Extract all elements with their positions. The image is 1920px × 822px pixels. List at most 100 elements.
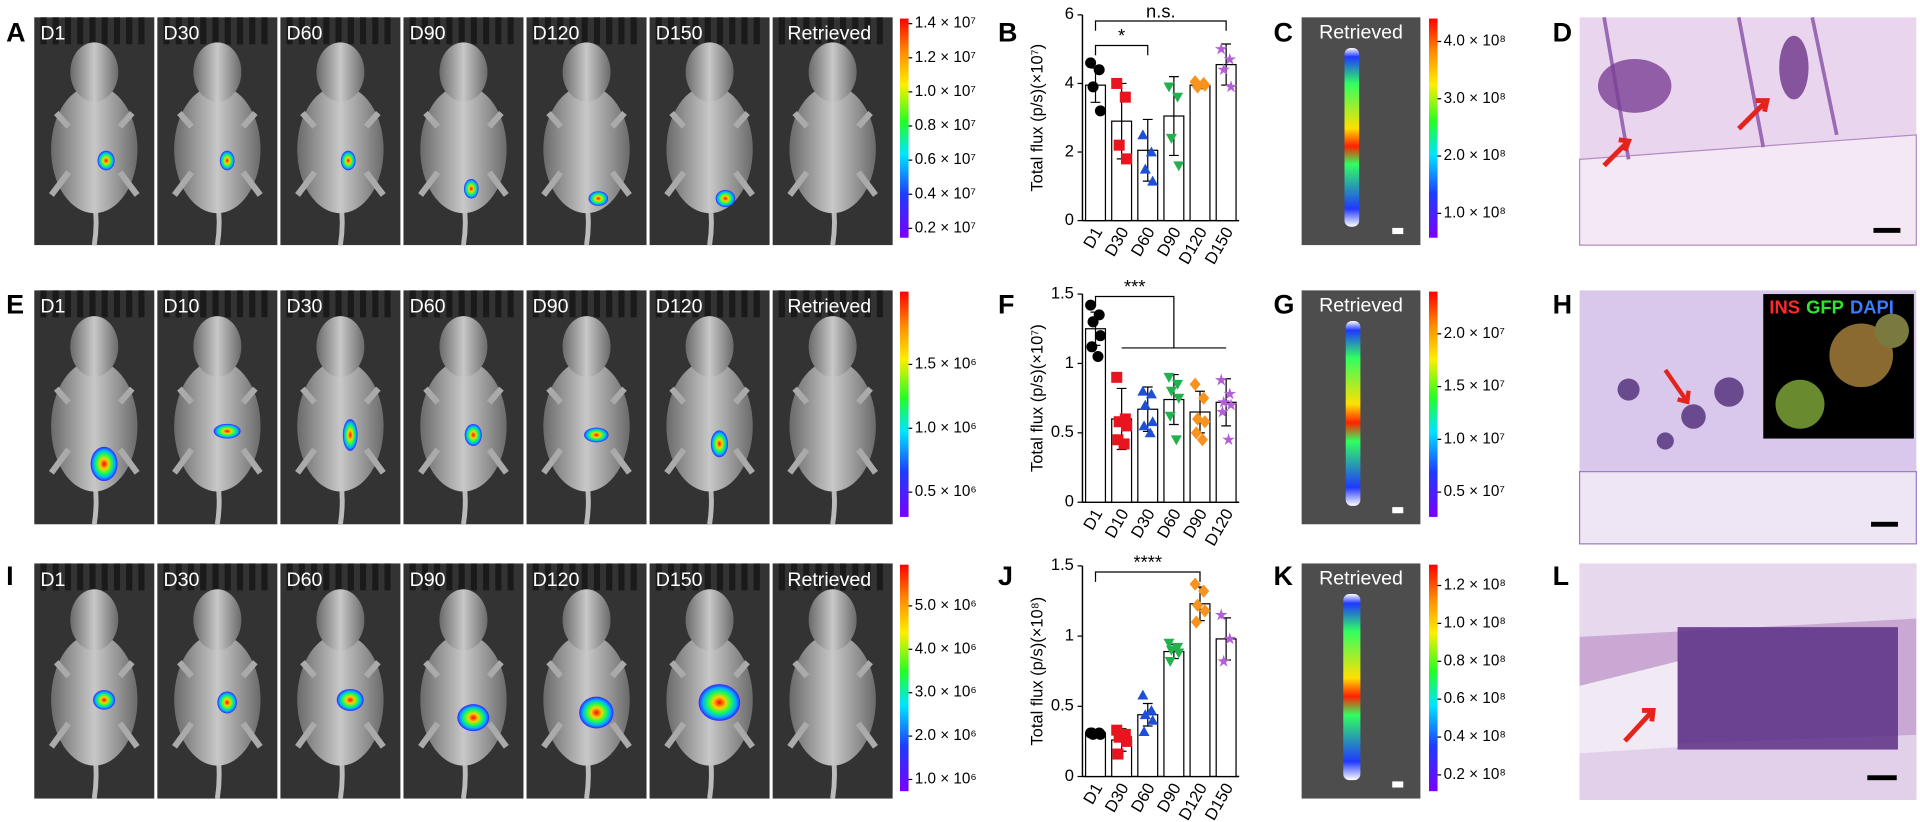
time-label: D30 [163, 569, 199, 591]
data-point [1144, 427, 1156, 438]
cage-bar [864, 290, 871, 318]
cage-bar [741, 563, 748, 591]
mouse-body [297, 360, 384, 492]
significance-bracket [1094, 20, 1227, 31]
luminescence-signal [219, 150, 235, 171]
cage-bar [815, 563, 822, 591]
colorbar-tick-label: 2.0 × 10⁶ [915, 727, 977, 744]
cage-bar [606, 17, 613, 45]
time-label: D1 [40, 569, 65, 591]
cage-bar [138, 17, 145, 45]
cage-bar [323, 563, 330, 591]
cage-bar [236, 17, 244, 45]
mouse-image: D30 [157, 17, 278, 246]
data-point [1223, 387, 1237, 400]
time-label: D1 [40, 23, 65, 45]
cage-bar [532, 563, 539, 591]
cage-bar [852, 290, 859, 318]
mouse-body [420, 633, 507, 766]
luminescence-signal [342, 419, 358, 451]
mouse-image: D1 [34, 563, 155, 799]
mouse-image: D150 [649, 563, 770, 799]
colorbar-tick-label: 0.5 × 10⁶ [915, 483, 977, 500]
y-tick-label: 0 [1065, 766, 1074, 785]
colorbar [900, 564, 909, 792]
time-label: D120 [533, 23, 580, 45]
panel-letter: C [1273, 18, 1292, 48]
cage-bar [544, 290, 552, 318]
device-image-bg [1301, 563, 1421, 799]
bar [1084, 84, 1107, 222]
cage-bar [483, 290, 490, 318]
panel-letter: F [998, 289, 1014, 319]
cage-bar [200, 17, 207, 45]
y-tick-label: 1 [1065, 353, 1074, 372]
cage-bar [791, 290, 798, 318]
cage-bar [778, 290, 785, 318]
cage-bar [544, 17, 552, 45]
data-point [1087, 316, 1099, 328]
histology-images [1578, 16, 1917, 800]
data-point [1189, 577, 1201, 591]
cage-bar [434, 17, 441, 45]
data-point [1216, 405, 1229, 418]
cage-bar [224, 17, 231, 45]
data-point [1137, 689, 1149, 700]
cage-bar [434, 290, 441, 318]
cage-bar [249, 290, 256, 318]
cage-bar [618, 563, 625, 591]
data-point [1172, 379, 1184, 390]
cage-bar [101, 563, 108, 591]
cage-bar [323, 290, 330, 318]
data-point [1190, 615, 1202, 629]
data-point [1111, 371, 1123, 383]
cage-bar [52, 17, 59, 45]
colorbar-tick-label: 1.0 × 10⁶ [915, 419, 977, 436]
cage-bar [52, 563, 59, 591]
cage-bar [667, 17, 675, 45]
cage-bar [421, 563, 428, 591]
mouse-head [193, 316, 242, 377]
cage-bar [630, 290, 637, 318]
cage-bar [840, 290, 847, 318]
mouse-head [70, 316, 119, 377]
cage-bar [753, 290, 760, 318]
time-label: Retrieved [787, 23, 871, 45]
time-label: Retrieved [787, 569, 871, 591]
data-point [1118, 438, 1130, 450]
cage-bar [803, 17, 810, 45]
cage-bar [741, 290, 748, 318]
mouse-body [297, 85, 384, 214]
luminescence-signal [93, 690, 116, 710]
mouse-body [789, 360, 876, 492]
cage-bar [483, 17, 490, 45]
cage-bar [864, 563, 871, 591]
data-point [1147, 175, 1159, 186]
mouse-body [789, 633, 876, 766]
mouse-image: D90 [403, 563, 524, 799]
cage-bar [655, 17, 662, 45]
cell-cluster [1779, 35, 1809, 100]
cell-cluster [1714, 377, 1744, 407]
mouse-body [420, 85, 507, 214]
significance-label: **** [1133, 551, 1162, 572]
mouse-legs [787, 110, 878, 197]
panel-letter: A [6, 18, 25, 48]
mouse-head [70, 589, 119, 651]
cage-bar [581, 290, 588, 318]
x-tick-label: D150 [1201, 780, 1237, 822]
mouse-image: D150 [649, 17, 770, 246]
data-point [1217, 395, 1230, 408]
tissue-band [1579, 734, 1917, 800]
time-label: D90 [533, 296, 569, 318]
colorbar-tick-label: 0.4 × 10⁸ [1444, 728, 1506, 745]
time-label: Retrieved [787, 296, 871, 318]
mouse-head [439, 316, 488, 377]
mouse-image: D90 [526, 290, 647, 525]
mouse-image: D30 [157, 563, 278, 799]
cage-bar [360, 17, 367, 45]
cage-bar [618, 17, 625, 45]
colorbar-tick-label: 1.2 × 10⁸ [1444, 577, 1506, 594]
cage-bar [236, 563, 244, 591]
